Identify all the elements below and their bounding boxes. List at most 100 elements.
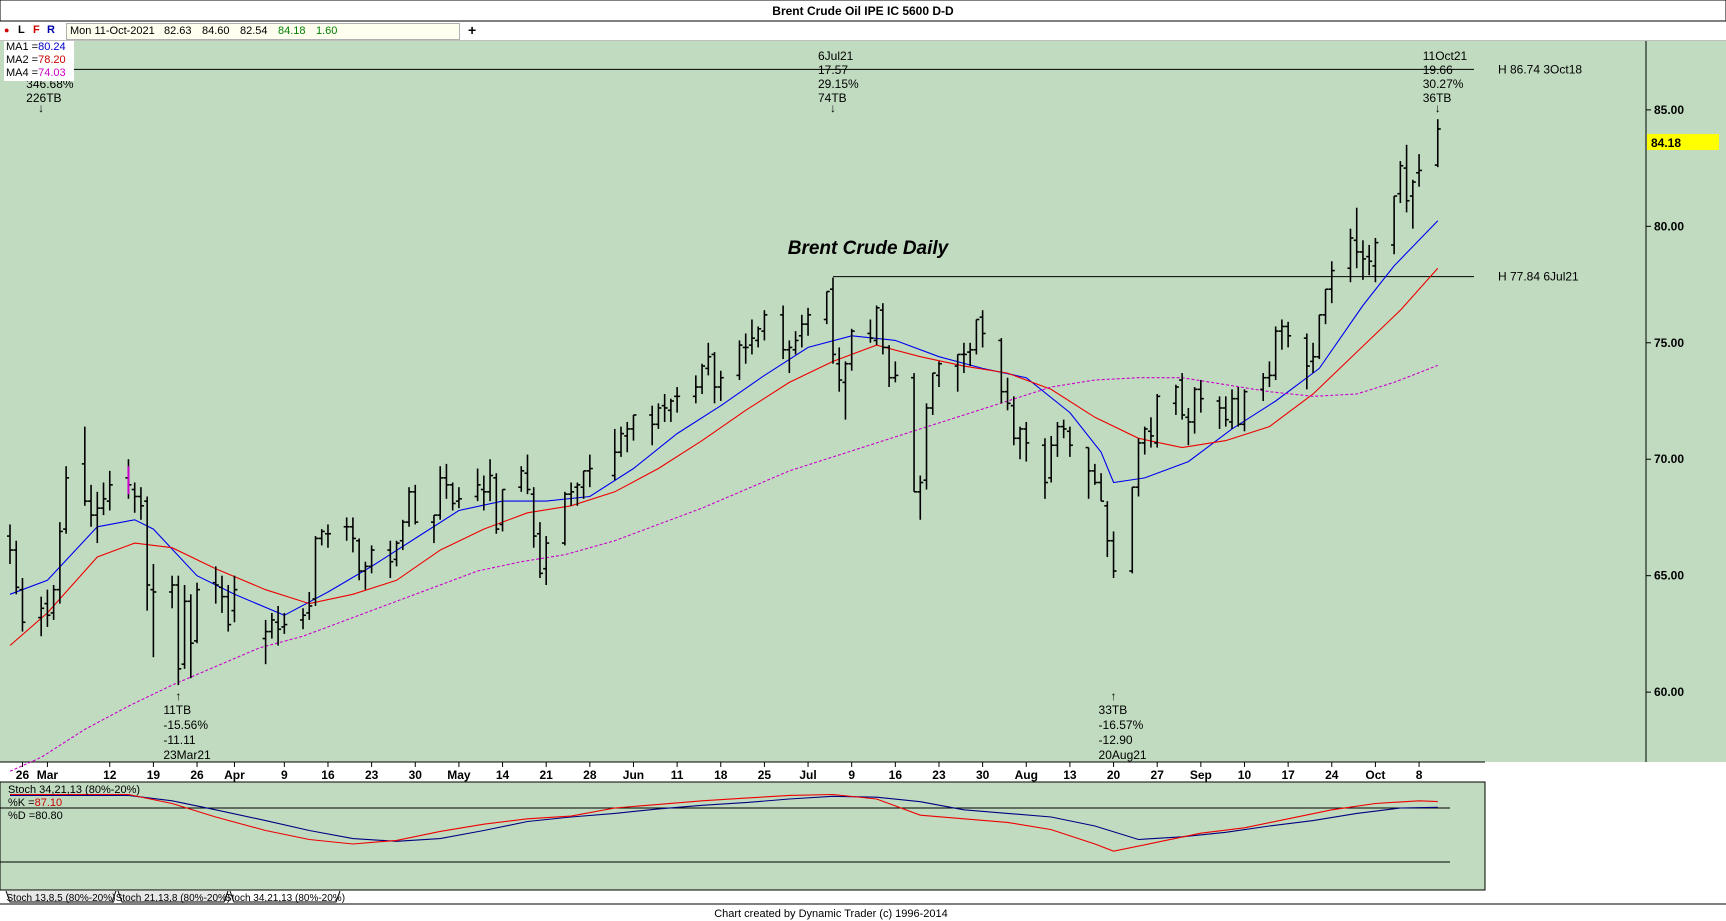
ohlc-bar: [63, 466, 70, 534]
pivot-label-line: -15.56%: [163, 718, 208, 732]
ohlc-bar: [1272, 326, 1279, 381]
ohlc-bar: [1010, 396, 1017, 446]
date-tick-label: 26: [190, 768, 204, 782]
toolbar-button-f[interactable]: F: [33, 24, 40, 36]
ohlc-bar: [1154, 394, 1161, 448]
date-tick-label: Oct: [1365, 768, 1385, 782]
chart-annotation-title: Brent Crude Daily: [788, 238, 950, 259]
ohlc-bar: [649, 405, 656, 446]
horizontal-lines: H 86.74 3Oct18 H 77.84 6Jul21: [22, 62, 1582, 284]
indicator-tab-shape: [117, 890, 229, 903]
ohlc-bar: [1391, 195, 1398, 255]
ohlc-bar: [829, 277, 836, 364]
ohlc-bar: [1260, 373, 1267, 401]
ohlc-bar: [144, 496, 151, 611]
ohlc-bar: [81, 426, 88, 506]
ma-line-ma4: [9, 364, 1438, 772]
ohlc-bar: [449, 482, 456, 511]
ohlc-bar: [867, 319, 874, 343]
toolbar-button-l[interactable]: L: [18, 24, 25, 36]
stochastic-lines: [0, 793, 1450, 863]
ohlc-bar: [1266, 361, 1273, 388]
ohlc-bar: [1129, 486, 1136, 574]
date-tick-label: 30: [976, 768, 990, 782]
ohlc-bar: [1098, 473, 1105, 502]
ohlc-bar: [848, 328, 855, 371]
ohlc-bar: [711, 352, 718, 404]
ohlc-bar: [1366, 244, 1373, 276]
indicator-tab[interactable]: Stoch 21,13,8 (80%-20%): [116, 890, 231, 904]
indicator-tab[interactable]: Stoch 13,8,5 (80%-20%): [5, 890, 117, 904]
ohlc-bar: [761, 310, 768, 341]
ma1-legend-value: 80.24: [38, 41, 66, 53]
ohlc-bar: [281, 612, 288, 634]
ohlc-bar: [667, 398, 674, 422]
ohlc-bar: [1085, 446, 1092, 499]
toolbar-button-r[interactable]: R: [47, 24, 55, 36]
ohlc-bar: [175, 575, 182, 686]
ohlc-bar: [1017, 426, 1024, 460]
ohlc-bar: [106, 470, 113, 511]
ohlc-bar: [717, 370, 724, 401]
ohlc-bar: [218, 575, 225, 613]
ohlc-bar: [387, 540, 394, 579]
date-tick-label: 18: [714, 768, 728, 782]
record-dot-icon[interactable]: ●: [4, 25, 10, 35]
indicator-tab[interactable]: Stoch 34,21,13 (80%-20%): [225, 890, 345, 904]
ohlc-bar: [1004, 377, 1011, 411]
last-price-label: 84.18: [1651, 136, 1681, 150]
ohlc-bar: [1310, 342, 1317, 374]
ohlc-bar: [1110, 531, 1117, 579]
ohlc-bar: [929, 372, 936, 415]
stoch-d-value: 80.80: [35, 810, 63, 822]
date-tick-label: 30: [409, 768, 423, 782]
ohlc-bar: [56, 522, 63, 604]
ohlc-bar: [624, 421, 631, 453]
pivot-label-line: 6Jul21: [818, 49, 854, 63]
date-tick-label: Sep: [1190, 768, 1212, 782]
ohlc-bar: [306, 591, 313, 620]
bar-info-close: 84.18: [278, 25, 306, 37]
ohlc-bar: [1403, 144, 1410, 213]
ohlc-bar: [1222, 396, 1229, 427]
ohlc-bar: [1104, 501, 1111, 558]
ohlc-bar: [393, 540, 400, 567]
stoch-legend-title: Stoch 34,21,13 (80%-20%): [8, 784, 141, 796]
ohlc-bar: [1023, 421, 1030, 462]
ohlc-bar: [786, 340, 793, 374]
pivot-label-line: -16.57%: [1099, 718, 1144, 732]
title-bar: [0, 0, 1726, 22]
ma4-legend-label: MA4 =: [6, 67, 39, 79]
ohlc-bar: [530, 487, 537, 548]
ohlc-bar: [611, 428, 618, 481]
ohlc-bar: [655, 403, 662, 429]
ohlc-bar: [805, 307, 812, 336]
price-axis[interactable]: [1646, 40, 1726, 762]
ma2-legend-value: 78.20: [38, 54, 66, 66]
ohlc-bar: [967, 342, 974, 367]
ohlc-bar: [917, 475, 924, 520]
ohlc-bar: [187, 594, 194, 679]
pivot-label-line: 74TB: [818, 91, 847, 105]
toolbar: ● L F R Mon 11-Oct-2021 82.63 84.60 82.5…: [0, 22, 1726, 41]
ohlc-bar: [574, 482, 581, 506]
price-tick-label: 80.00: [1654, 219, 1684, 233]
pivot-arrow-down: ↓: [830, 101, 836, 115]
ohlc-bar: [50, 584, 57, 620]
ohlc-bar: [1060, 419, 1067, 439]
ohlc-bar: [1066, 426, 1073, 457]
pivot-label-line: 36TB: [1423, 91, 1452, 105]
ohlc-bar: [474, 468, 481, 502]
ohlc-bar: [792, 331, 799, 355]
price-tick-label: 75.00: [1654, 336, 1684, 350]
date-tick-label: Jul: [799, 768, 816, 782]
ohlc-bar: [1135, 438, 1142, 497]
date-tick-label: 13: [1063, 768, 1077, 782]
ohlc-bar: [1303, 333, 1310, 390]
ma4-legend: MA4 =74.03: [6, 67, 66, 79]
ohlc-bar: [399, 519, 406, 551]
add-icon[interactable]: +: [468, 22, 477, 38]
ohlc-bar: [1359, 240, 1366, 280]
